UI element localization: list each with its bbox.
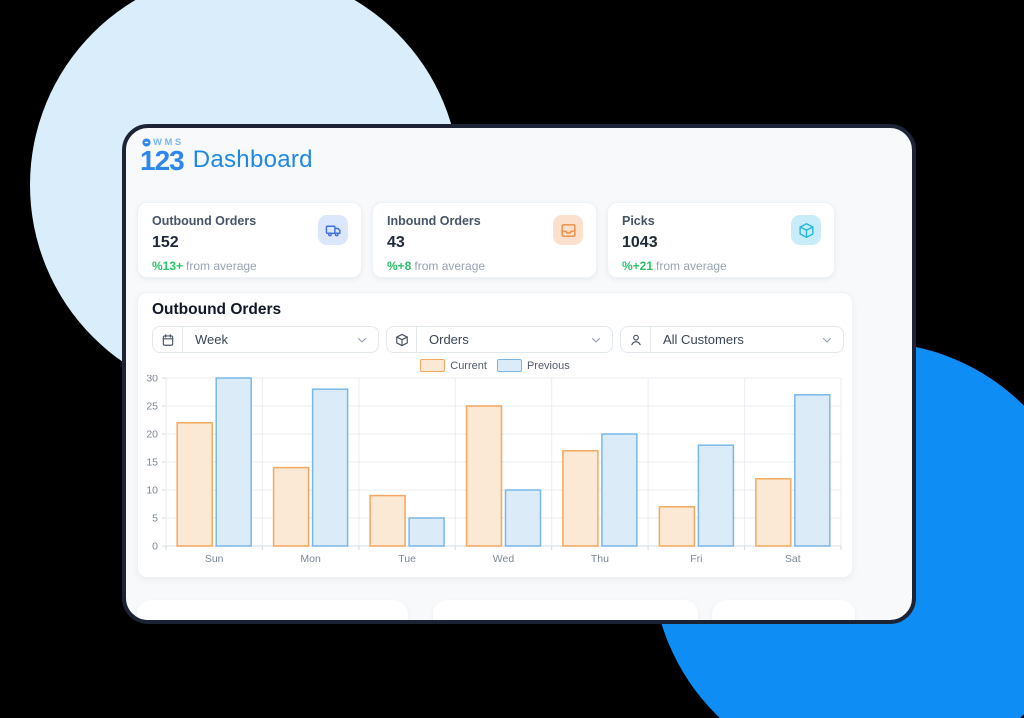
logo-number: 123 xyxy=(140,144,185,176)
cube-icon xyxy=(387,327,417,352)
filter-period-dropdown[interactable]: Week xyxy=(152,326,379,353)
stat-value: 43 xyxy=(387,234,405,251)
logo-wms-row: WMS xyxy=(140,138,184,148)
filter-type-dropdown[interactable]: Orders xyxy=(386,326,613,353)
stat-card-picks: Picks 1043 %+21 from average xyxy=(607,202,835,278)
filter-value: All Customers xyxy=(663,332,744,347)
svg-text:30: 30 xyxy=(146,375,158,385)
svg-text:Tue: Tue xyxy=(398,553,416,565)
legend-item-previous[interactable]: Previous xyxy=(496,359,570,372)
teaser-card-2 xyxy=(433,600,698,620)
svg-text:Sat: Sat xyxy=(785,553,801,565)
stat-icon-chip xyxy=(553,215,583,245)
stat-delta-suffix: from average xyxy=(656,259,727,273)
logo-wms-text: WMS xyxy=(153,137,184,148)
svg-text:Thu: Thu xyxy=(591,553,609,565)
user-icon xyxy=(621,327,651,352)
filter-value: Week xyxy=(195,332,228,347)
page-title: Dashboard xyxy=(192,145,313,173)
stat-value: 1043 xyxy=(622,234,658,251)
svg-text:25: 25 xyxy=(146,401,158,413)
chart-title: Outbound Orders xyxy=(152,301,282,318)
chevron-down-icon xyxy=(584,334,612,346)
stat-delta-percent: %+8 xyxy=(387,259,412,273)
stat-delta: %13+ from average xyxy=(152,259,347,273)
stat-delta: %+21 from average xyxy=(622,259,820,273)
legend-label: Current xyxy=(450,359,487,372)
stat-icon-chip xyxy=(791,215,821,245)
stat-label: Inbound Orders xyxy=(387,214,481,228)
filter-value: Orders xyxy=(429,332,469,347)
svg-text:15: 15 xyxy=(146,457,158,469)
outbound-orders-chart-card: Outbound Orders Week Order xyxy=(137,292,853,578)
chevron-down-icon xyxy=(815,334,843,346)
svg-text:0: 0 xyxy=(152,541,158,553)
legend-swatch-current xyxy=(420,359,446,372)
stat-value: 152 xyxy=(152,234,179,251)
cube-icon xyxy=(798,222,814,238)
svg-text:Mon: Mon xyxy=(300,553,321,565)
inbox-icon xyxy=(560,223,576,237)
stat-delta-percent: %+21 xyxy=(622,259,654,273)
app-logo: WMS 123 Dashboard xyxy=(140,138,313,175)
teaser-card-1 xyxy=(137,600,408,620)
teaser-card-3 xyxy=(712,600,855,620)
svg-text:10: 10 xyxy=(146,485,158,497)
legend-label: Previous xyxy=(526,359,570,372)
dashboard-window: WMS 123 Dashboard Outbound Orders 152 %1… xyxy=(122,124,916,624)
logo-dot-icon xyxy=(142,138,151,147)
svg-text:Sun: Sun xyxy=(205,553,224,565)
stat-delta-suffix: from average xyxy=(414,259,486,273)
svg-text:Wed: Wed xyxy=(493,553,515,565)
calendar-icon xyxy=(153,327,183,352)
stat-delta-suffix: from average xyxy=(186,259,257,273)
stat-label: Picks xyxy=(622,214,655,228)
stat-delta: %+8 from average xyxy=(387,259,582,273)
filter-customer-dropdown[interactable]: All Customers xyxy=(620,326,844,353)
svg-text:20: 20 xyxy=(146,429,158,441)
legend-item-current[interactable]: Current xyxy=(420,359,487,372)
legend-swatch-previous xyxy=(496,359,522,372)
stat-icon-chip xyxy=(318,215,348,245)
svg-text:5: 5 xyxy=(152,513,158,525)
truck-icon xyxy=(325,225,341,236)
orders-bar-chart: 0 5 10 15 20 25 30 Sun Mon Tue Wed Thu Fri Sat xyxy=(146,375,842,565)
chevron-down-icon xyxy=(350,334,378,346)
stat-delta-percent: %13+ xyxy=(152,259,184,273)
stat-card-outbound-orders: Outbound Orders 152 %13+ from average xyxy=(137,202,362,278)
wms123-logo: WMS 123 xyxy=(140,138,185,176)
stat-card-inbound-orders: Inbound Orders 43 %+8 from average xyxy=(372,202,597,278)
svg-text:Fri: Fri xyxy=(690,553,702,565)
stat-label: Outbound Orders xyxy=(152,214,257,228)
chart-legend: Current Previous xyxy=(138,359,852,372)
